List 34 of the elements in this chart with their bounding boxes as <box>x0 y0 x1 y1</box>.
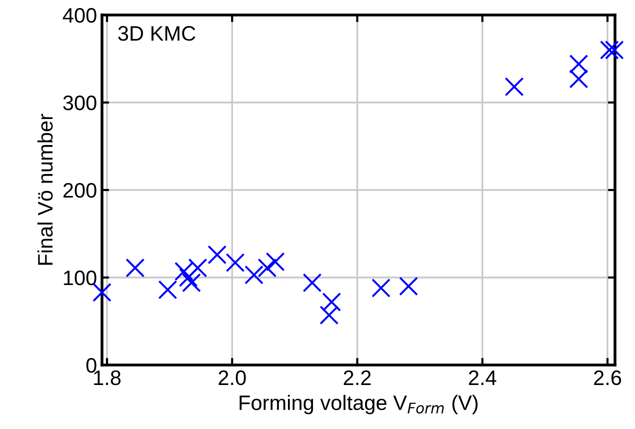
point <box>399 276 418 296</box>
point <box>302 273 322 292</box>
point <box>604 40 624 60</box>
y-tick-label: 200 <box>63 183 96 198</box>
point <box>158 280 178 300</box>
point <box>244 265 264 284</box>
annotation: 3D KMC <box>118 26 196 41</box>
x-tick-label: 1.8 <box>94 370 121 386</box>
point <box>266 252 285 272</box>
point <box>126 258 145 278</box>
x-axis-title: Forming voltage V$_{Form}$ (V) <box>240 394 478 414</box>
point <box>372 278 390 298</box>
x-tick-label: 2.2 <box>344 370 371 385</box>
point <box>600 40 619 60</box>
point <box>178 268 198 287</box>
point <box>569 69 588 88</box>
point <box>258 258 277 278</box>
y-tick-label: 400 <box>62 8 96 23</box>
point <box>504 77 524 96</box>
y-axis-title: Final Vö number <box>37 114 53 265</box>
y-tick-label: 300 <box>63 96 96 110</box>
x-tick-label: 2.6 <box>594 370 622 386</box>
point <box>188 258 208 278</box>
point <box>322 292 342 312</box>
point <box>208 245 227 264</box>
y-tick-label: 100 <box>64 270 96 286</box>
x-tick-label: 2.0 <box>218 370 246 386</box>
point <box>569 54 588 74</box>
point <box>320 306 339 325</box>
point <box>174 262 194 281</box>
y-tick-label: 0 <box>86 358 96 373</box>
point <box>182 273 201 292</box>
point <box>226 253 245 272</box>
x-tick-label: 2.4 <box>468 370 496 385</box>
